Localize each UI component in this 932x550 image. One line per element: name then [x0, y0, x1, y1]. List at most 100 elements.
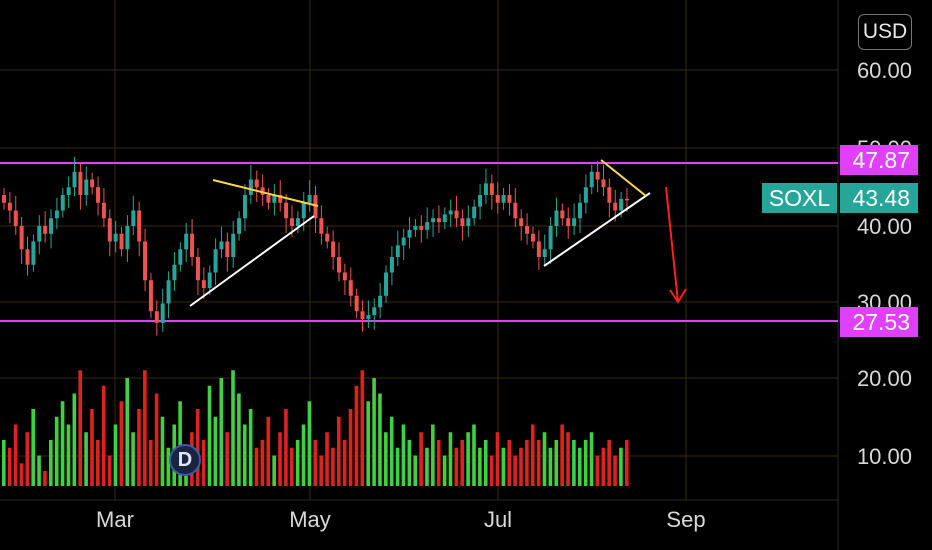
candle-body: [101, 202, 106, 219]
candle-body: [419, 226, 424, 230]
candle-body: [589, 171, 594, 188]
drawings: [189, 159, 687, 307]
volume-bar: [37, 455, 41, 486]
candle-body: [431, 218, 436, 223]
candle-body: [54, 210, 59, 219]
volume-bar: [154, 393, 159, 486]
candle-body: [49, 218, 54, 234]
candle-body: [25, 249, 30, 265]
volume-bar: [90, 409, 94, 486]
candle-body: [219, 241, 224, 250]
candle-body: [184, 233, 189, 250]
volume-bar: [289, 447, 294, 486]
candle-body: [131, 210, 136, 226]
candle-body: [507, 195, 512, 203]
volume-bar: [7, 447, 12, 486]
candle-body: [13, 210, 18, 226]
candle-body: [154, 311, 159, 323]
candle-body: [401, 237, 406, 246]
volume-bar: [342, 440, 347, 486]
candle-body: [407, 229, 412, 238]
time-tick-label: Jul: [484, 507, 512, 532]
volume-bar: [348, 409, 353, 486]
volume-bar: [572, 440, 576, 486]
volume-bar: [278, 432, 282, 486]
volume-tick-label: 20.00: [857, 366, 912, 391]
candle-body: [478, 195, 483, 207]
candle-body: [448, 210, 453, 215]
last-price-tag: 43.48: [840, 183, 918, 213]
candle-body: [372, 307, 377, 316]
volume-bar: [272, 455, 276, 486]
candle-body: [436, 218, 441, 223]
volume-bar: [354, 385, 359, 486]
candle-body: [31, 241, 36, 265]
volume-bar: [25, 432, 30, 486]
time-tick-label: May: [289, 507, 331, 532]
volume-bar: [478, 447, 482, 486]
volume-bar: [319, 455, 323, 486]
candle-body: [413, 226, 418, 230]
volume-bar: [548, 447, 553, 486]
volume-bar: [483, 440, 488, 486]
volume-bar: [143, 370, 147, 486]
volume-bar: [425, 447, 429, 486]
candle-body: [260, 187, 265, 195]
candle-body: [577, 202, 582, 219]
time-tick-label: Mar: [96, 507, 134, 532]
volume-bar: [448, 432, 453, 486]
candle-body: [337, 257, 342, 273]
candle-body: [84, 179, 89, 195]
volume-bar: [436, 440, 441, 486]
volume-bar: [301, 424, 306, 486]
candle-body: [425, 222, 430, 230]
candle-body: [378, 295, 383, 308]
volume-bar: [72, 393, 77, 486]
candle-body: [466, 218, 471, 226]
candle-body: [213, 249, 218, 273]
candle-body: [342, 272, 347, 281]
candle-body: [90, 179, 95, 188]
candle-body: [354, 295, 359, 312]
volume-bars: [2, 370, 629, 486]
volume-bar: [360, 370, 365, 486]
candle-body: [613, 202, 618, 211]
candle-body: [172, 264, 177, 281]
candle-body: [331, 241, 336, 257]
volume-bar: [395, 447, 400, 486]
volume-bar: [366, 401, 370, 486]
candle-body: [460, 218, 465, 226]
volume-bar: [542, 432, 547, 486]
candle-body: [248, 179, 253, 195]
volume-bar: [125, 378, 130, 486]
volume-bar: [113, 424, 118, 486]
volume-bar: [84, 432, 88, 486]
candle-body: [160, 303, 165, 323]
volume-bar: [266, 416, 271, 486]
candle-body: [566, 218, 571, 226]
currency-button[interactable]: USD: [858, 14, 912, 50]
candle-body: [360, 311, 365, 319]
volume-bar: [595, 455, 600, 486]
candle-body: [489, 183, 494, 195]
candle-body: [125, 226, 130, 250]
candle-body: [519, 218, 524, 226]
volume-bar: [372, 378, 376, 486]
volume-bar: [466, 432, 470, 486]
volume-bar: [501, 447, 506, 486]
volume-bar: [101, 385, 106, 486]
symbol-tag: SOXL: [762, 183, 837, 213]
volume-bar: [219, 378, 224, 486]
candle-body: [454, 210, 459, 219]
candle-body: [143, 241, 148, 281]
volume-bar: [583, 440, 588, 486]
candle-body: [307, 195, 312, 203]
dividend-marker[interactable]: D: [169, 444, 201, 476]
candle-body: [313, 195, 318, 219]
support-trendline: [189, 215, 315, 307]
candle-body: [495, 195, 500, 203]
candle-body: [72, 171, 77, 188]
volume-bar: [536, 440, 541, 486]
candle-body: [483, 183, 488, 195]
